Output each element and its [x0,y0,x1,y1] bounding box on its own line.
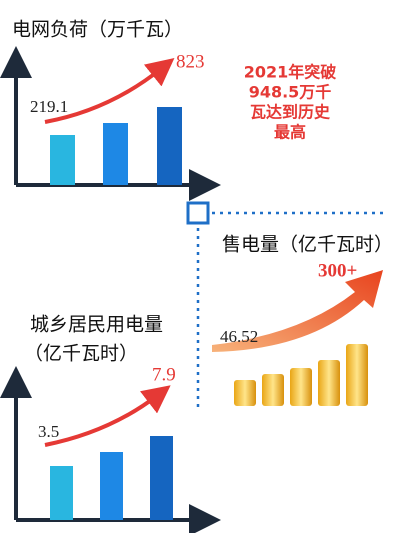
connector [196,211,385,412]
note-line: 瓦达到历史 [250,103,331,122]
end-value: 7.9 [152,364,176,385]
bar [157,107,182,185]
coin-stacks [234,344,368,406]
note-line: 948.5万千 [249,83,332,102]
start-value: 46.52 [220,327,258,346]
trend-arrow [44,385,171,447]
end-value: 823 [176,51,205,72]
start-value: 219.1 [30,97,68,116]
panel-title: 售电量（亿千瓦时） [222,234,393,256]
note-line: 最高 [274,123,306,142]
panel-title: 电网负荷（万千瓦） [12,19,183,41]
note-line: 2021年突破 [244,63,337,82]
start-value: 3.5 [38,422,59,441]
bar [103,123,128,185]
bar [50,135,75,185]
bar [100,452,123,520]
panel-title: （亿千瓦时） [24,343,138,365]
connector-node [186,201,210,225]
bar [150,436,173,520]
trend-arrow [44,57,175,124]
end-value: 300+ [318,260,357,281]
growth-arrow [212,270,383,352]
panel-title: 城乡居民用电量 [30,314,163,336]
bar [50,466,73,520]
